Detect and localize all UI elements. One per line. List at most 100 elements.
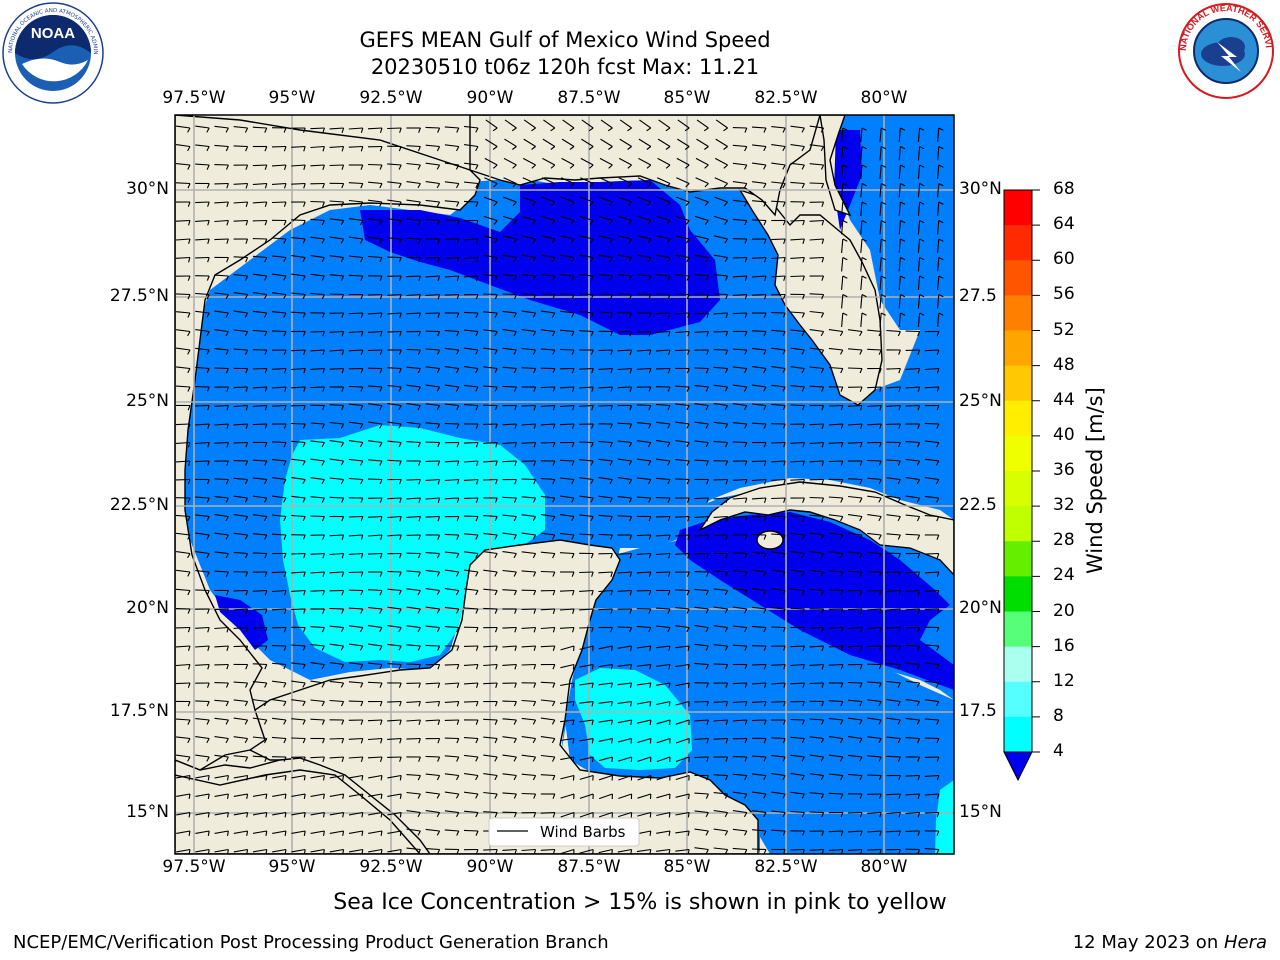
wind-barb-flag [513,534,517,540]
wind-barb-flag [551,257,556,263]
wind-barb-flag [801,571,805,577]
wind-barb [176,144,191,148]
wind-barb-flag [591,627,594,633]
wind-barb-flag [532,516,537,522]
wind-barb [579,215,594,222]
wind-barb [425,293,440,296]
wind-barb [617,552,632,555]
wind-barb-flag [687,830,690,837]
wind-barb [924,495,939,499]
wind-barb-flag [648,349,652,355]
wind-barb-flag [744,516,748,522]
wind-barb [867,329,882,333]
wind-barb [195,366,210,370]
wind-barb-flag [839,756,844,762]
wind-barb-flag [686,608,690,614]
wind-barb [579,293,594,296]
wind-barb [579,793,594,799]
wind-barb-flag [859,738,863,744]
wind-barb-flag [187,627,191,633]
wind-barb [917,294,921,309]
wind-barb [367,681,383,684]
wind-barb-flag [245,238,249,244]
wind-barb-flag [264,201,268,207]
wind-barb-flag [552,497,556,503]
wind-barb-flag [359,664,364,670]
wind-barb-flag [187,553,191,559]
wind-barb [503,177,517,185]
wind-barb-flag [802,238,805,244]
wind-barb-flag [303,164,306,170]
wind-barb [790,144,805,148]
wind-barb-flag [456,257,460,263]
wind-barb-flag [668,645,671,652]
wind-barb-flag [898,368,901,374]
wind-barb-flag [880,146,886,150]
wind-barb-flag [725,534,729,540]
wind-barb-flag [284,590,287,596]
wind-barb-flag [456,349,460,355]
wind-barb [387,606,402,610]
wind-barb [636,349,651,352]
wind-barb-flag [744,497,748,503]
wind-barb-flag [418,701,421,707]
wind-barb-flag [283,368,287,374]
wind-barb-flag [591,682,594,689]
wind-barb-flag [283,423,287,429]
wind-barb [406,145,421,148]
wind-barb-flag [704,164,709,169]
wind-barb [541,235,555,240]
wind-barb-flag [417,146,421,152]
wind-barb [656,811,671,817]
wind-barb [732,275,747,278]
wind-barb-flag [627,127,632,132]
wind-barb [579,848,594,854]
wind-barb-flag [879,386,882,392]
wind-barb [848,348,863,351]
wind-barb-flag [801,516,805,522]
wind-barb-flag [552,349,556,355]
wind-barb [675,811,690,816]
wind-barb-flag [821,719,825,725]
wind-barb-flag [840,701,844,707]
wind-barb-flag [859,812,863,818]
wind-barb-flag [303,608,306,614]
wind-barb [771,181,786,185]
wind-barb-flag [225,146,229,152]
wind-barb-flag [225,312,229,318]
wind-barb-flag [820,793,825,799]
wind-barb-flag [265,830,268,836]
wind-barb-flag [725,460,729,466]
wind-barb [271,441,287,444]
wind-barb [368,440,383,444]
wind-barb [463,200,479,203]
wind-barb [233,645,248,648]
wind-barb-flag [206,534,210,540]
wind-barb [790,275,805,278]
wind-barb [464,181,479,185]
wind-barb [905,737,920,740]
wind-barb [598,311,613,314]
wind-barb [809,310,824,314]
wind-barb-flag [571,423,575,429]
wind-barb [502,645,517,648]
wind-barb-flag [533,701,537,707]
wind-barb [425,366,440,370]
wind-barb [425,606,440,610]
wind-barb-flag [880,164,886,168]
wind-barb-flag [206,701,210,707]
wind-barb [790,736,805,740]
wind-barb-flag [359,645,364,651]
wind-barb-flag [360,146,364,152]
wind-barb [348,848,363,853]
wind-barb [898,220,901,235]
wind-barb [751,700,767,703]
wind-barb [464,384,479,388]
wind-barb [406,348,421,351]
wind-barb [444,126,459,129]
wind-barb [195,441,210,445]
wind-barb-flag [513,368,517,374]
wind-barb [579,626,594,629]
wind-barb [879,164,882,179]
wind-barb-flag [840,405,844,411]
